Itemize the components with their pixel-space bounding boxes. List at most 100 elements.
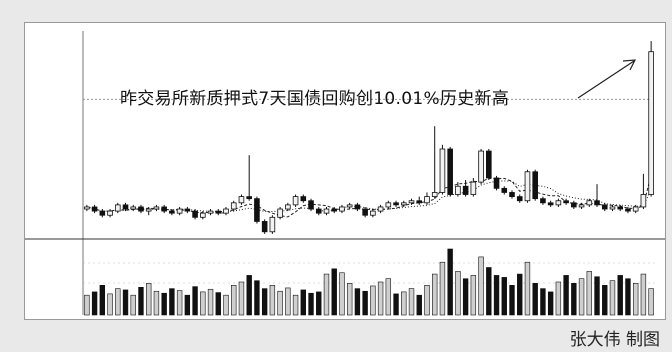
volume-bar (246, 275, 252, 316)
candle-body (516, 196, 523, 202)
volume-bar (153, 290, 160, 316)
volume-bar (254, 280, 260, 316)
candle-body (269, 216, 276, 233)
volume-bar (238, 281, 245, 316)
volume-bar (115, 288, 121, 316)
candle-body (648, 51, 654, 195)
volume-bar (107, 293, 113, 316)
candle-body (331, 208, 338, 212)
volume-bar (215, 292, 221, 316)
volume-bar (416, 294, 422, 316)
candle-body (447, 148, 453, 195)
volume-bar (493, 275, 500, 316)
volume-bar (331, 268, 337, 316)
volume-bar (207, 288, 214, 316)
volume-bar (176, 290, 183, 316)
candle-body (207, 210, 214, 214)
candle-body (91, 206, 98, 212)
moving-average-line (86, 174, 652, 218)
moving-average-line (86, 180, 652, 212)
candle-body (107, 210, 113, 216)
volume-bar (292, 294, 299, 316)
candle-body (354, 204, 361, 210)
volume-bar (370, 285, 376, 316)
volume-bar (648, 288, 654, 316)
volume-bar (632, 283, 639, 316)
volume-bar (432, 273, 438, 316)
candle-body (370, 210, 376, 216)
candle-body (215, 210, 222, 214)
volume-bar (362, 290, 368, 316)
volume-bar (354, 288, 361, 316)
volume-bar (455, 271, 461, 316)
candle-body (161, 206, 167, 212)
volume-bar (609, 280, 616, 316)
volume-bar (339, 272, 345, 316)
volume-bar (385, 278, 392, 316)
candle-body (532, 171, 538, 200)
candle-body (400, 202, 407, 206)
volume-bar (555, 281, 562, 316)
candle-body (609, 206, 616, 210)
volume-bar (99, 284, 106, 316)
candle-body (540, 198, 546, 204)
candle-body (153, 206, 160, 210)
candle-body (501, 187, 508, 193)
candle-body (439, 148, 446, 193)
candle-body (145, 208, 152, 212)
volume-bar (602, 284, 608, 316)
volume-bar (424, 284, 430, 316)
candle-body (625, 208, 631, 212)
volume-bar (261, 288, 268, 316)
candle-body (416, 200, 423, 204)
volume-bar (578, 278, 585, 316)
candle-body (617, 206, 624, 210)
chart-frame: 昨交易所新质押式7天国债回购创10.01%历史新高 (24, 22, 666, 320)
volume-bar (571, 283, 577, 316)
candle-body (455, 185, 461, 195)
candle-body (470, 181, 477, 195)
candle-body (192, 210, 198, 218)
volume-bar (308, 292, 314, 316)
volume-bar (501, 277, 507, 316)
candle-body (640, 194, 647, 208)
candle-body (277, 208, 283, 218)
candle-body (601, 204, 608, 210)
candle-body (230, 202, 237, 210)
candle-body (138, 206, 144, 212)
volume-bar (586, 271, 592, 316)
candle-body (99, 210, 106, 216)
volume-bar (91, 291, 98, 316)
volume-bar (346, 283, 353, 316)
candle-body (478, 150, 484, 183)
annotation-arrow-head (622, 59, 637, 71)
candle-body (223, 208, 229, 214)
candle-body (130, 206, 137, 210)
volume-bar (540, 288, 546, 316)
volume-bar (563, 275, 569, 316)
candle-body (346, 204, 353, 208)
volume-bar (146, 283, 152, 316)
annotation-arrow-line (577, 60, 635, 99)
candle-body (385, 202, 392, 208)
volume-bar (316, 291, 322, 316)
candle-body (571, 202, 577, 208)
candle-body (462, 185, 469, 195)
volume-bar (393, 293, 399, 316)
candle-body (555, 200, 562, 206)
candle-body (122, 204, 129, 210)
candle-body (362, 208, 368, 216)
volume-bar (447, 248, 453, 316)
volume-bar (462, 278, 469, 316)
volume-bar (509, 284, 515, 316)
candle-body (315, 208, 322, 214)
candle-body (547, 202, 554, 206)
candle-body (84, 206, 90, 210)
volume-layer (84, 248, 654, 316)
volume-bar (169, 288, 175, 316)
candle-body (408, 200, 415, 204)
chart-svg (25, 31, 665, 316)
volume-bar (517, 273, 523, 316)
candle-body (594, 200, 600, 206)
candle-body (114, 204, 121, 212)
